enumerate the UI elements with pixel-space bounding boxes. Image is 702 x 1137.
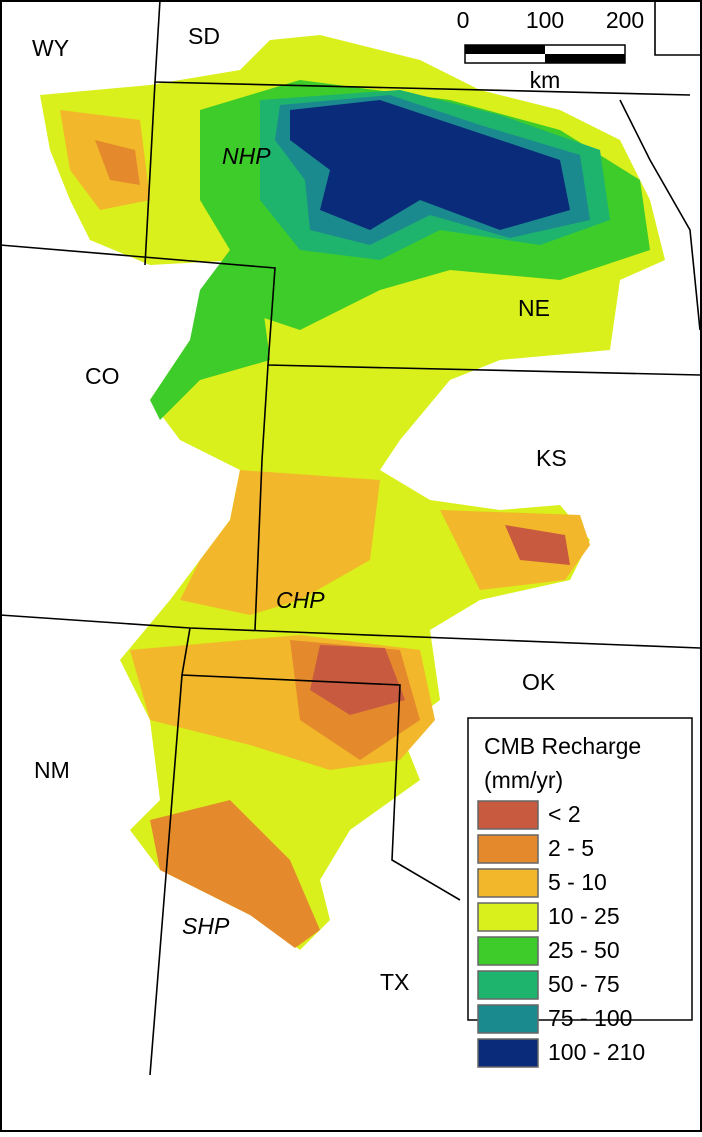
legend-label: 10 - 25 — [548, 903, 620, 929]
boundary — [0, 244, 701, 376]
legend-swatch — [477, 1038, 539, 1068]
recharge-zone — [290, 100, 570, 230]
legend-swatch — [477, 970, 539, 1000]
boundary — [149, 627, 191, 1076]
recharge-zone — [440, 510, 590, 590]
scale-label: 0 — [457, 7, 470, 33]
boundary — [144, 81, 156, 266]
state-boundaries — [0, 0, 702, 1076]
recharge-zone — [150, 285, 270, 420]
state-label: CO — [85, 363, 120, 389]
recharge-zone — [150, 800, 320, 948]
boundary — [181, 674, 461, 901]
boundary — [254, 364, 269, 631]
scale-unit: km — [530, 67, 561, 93]
legend-swatch — [477, 936, 539, 966]
recharge-zone — [310, 645, 405, 715]
recharge-zone — [180, 470, 380, 615]
legend-label: 100 - 210 — [548, 1039, 645, 1065]
legend-swatch — [477, 800, 539, 830]
legend-label: < 2 — [548, 801, 581, 827]
boundary — [654, 0, 702, 56]
legend-swatch — [477, 868, 539, 898]
state-label: KS — [536, 445, 567, 471]
legend-swatch — [477, 834, 539, 864]
legend-label: 50 - 75 — [548, 971, 620, 997]
region-label: SHP — [182, 913, 230, 939]
boundary — [619, 99, 701, 331]
state-label: WY — [32, 35, 69, 61]
legend-label: 25 - 50 — [548, 937, 620, 963]
state-label: NM — [34, 757, 70, 783]
state-label: SD — [188, 23, 220, 49]
legend-label: 75 - 100 — [548, 1005, 632, 1031]
scale-label: 200 — [606, 7, 644, 33]
state-label: TX — [380, 969, 409, 995]
legend-swatch — [477, 1004, 539, 1034]
scale-bar: 0 100 200 km — [457, 7, 645, 93]
scale-segment — [545, 54, 625, 63]
aquifer — [40, 35, 665, 950]
state-labels: WY SD CO NE KS OK NM TX NHP CHP SHP — [32, 23, 567, 995]
legend-unit: (mm/yr) — [484, 767, 563, 793]
legend: CMB Recharge (mm/yr) < 2 2 - 5 5 - 10 10 - … — [467, 717, 693, 1068]
recharge-zone — [505, 525, 570, 565]
state-label: OK — [522, 669, 556, 695]
region-label: CHP — [276, 587, 325, 613]
scale-segment — [465, 45, 545, 54]
legend-label: 5 - 10 — [548, 869, 607, 895]
region-label: NHP — [222, 143, 271, 169]
legend-title: CMB Recharge — [484, 733, 641, 759]
legend-swatch — [477, 902, 539, 932]
legend-label: 2 - 5 — [548, 835, 594, 861]
scale-label: 100 — [526, 7, 564, 33]
state-label: NE — [518, 295, 550, 321]
recharge-zone — [95, 140, 140, 185]
